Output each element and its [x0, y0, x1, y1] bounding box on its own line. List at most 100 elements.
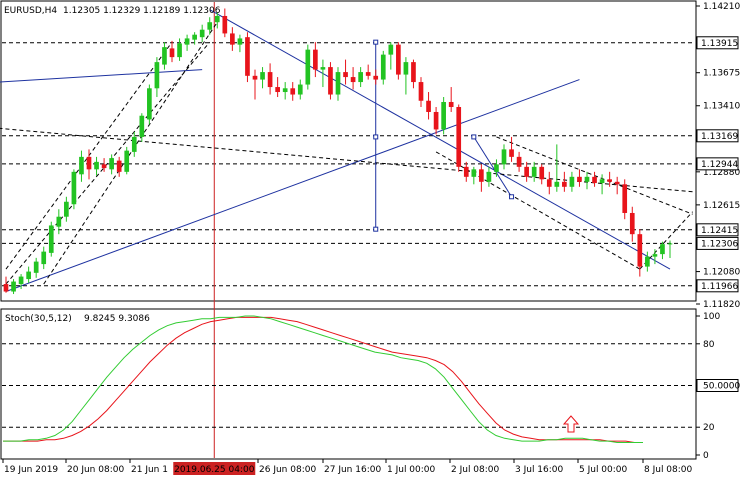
candle-body: [192, 34, 197, 40]
candle-body: [426, 100, 431, 112]
stoch-signal-line: [3, 316, 643, 443]
candle-body: [592, 176, 597, 184]
candle-body: [441, 102, 446, 130]
price-level-label: 1.13169: [701, 132, 738, 142]
stoch-header-values: 9.8245 9.3086: [84, 314, 150, 324]
channel-line: [5, 41, 211, 285]
candle-body: [373, 75, 379, 80]
candle-body: [290, 88, 296, 95]
candle-body: [11, 281, 16, 292]
price-level-label: 1.12306: [701, 239, 738, 249]
candle-body: [667, 243, 673, 245]
candle-body: [350, 77, 356, 83]
measure-handle: [373, 226, 379, 232]
candle-body: [169, 48, 175, 58]
candle-body: [109, 158, 114, 170]
channel-line: [639, 211, 694, 270]
cursor-time-label: 2019.06.25 04:00: [174, 465, 255, 475]
candle-body: [86, 156, 92, 170]
candle-body: [147, 88, 152, 120]
candle-body: [403, 62, 409, 75]
candle-body: [41, 251, 47, 265]
trendline: [0, 69, 203, 83]
time-label: 27 Jun 16:00: [324, 465, 381, 475]
candle-body: [380, 54, 386, 80]
candle-body: [154, 62, 160, 89]
candle-body: [252, 75, 258, 80]
cursor-time-box: [173, 462, 256, 475]
candle-body: [622, 184, 628, 213]
ohlc-header: 1.12305 1.12329 1.12189 1.12306: [63, 6, 221, 16]
candle-body: [64, 201, 69, 217]
candle-body: [207, 22, 213, 30]
candle-body: [79, 156, 84, 175]
candle-body: [388, 44, 394, 55]
stoch-tick-label: 50.0000: [703, 382, 740, 392]
time-label: 1 Jul 00:00: [387, 465, 436, 475]
channel-line: [43, 21, 218, 285]
time-label: 5 Jul 00:00: [579, 465, 628, 475]
wave-handle: [509, 194, 515, 200]
candle-body: [607, 179, 612, 182]
time-label: 2 Jul 08:00: [451, 465, 500, 475]
candle-body: [18, 276, 24, 285]
stoch-tick-label: 100: [703, 312, 720, 322]
candle-body: [116, 160, 122, 172]
candle-body: [660, 244, 665, 255]
time-label: 21 Jun 1: [131, 465, 168, 475]
stoch-level-box: [696, 379, 739, 392]
candle-body: [139, 115, 145, 137]
candle-body: [418, 82, 424, 101]
candle-body: [531, 166, 537, 177]
price-level-box: [696, 36, 739, 50]
candle-body: [494, 164, 499, 172]
candle-body: [320, 67, 326, 70]
candle-body: [3, 284, 9, 292]
stoch-tick-label: 20: [703, 423, 715, 433]
candle-body: [328, 67, 333, 95]
candle-body: [131, 136, 137, 152]
candle-body: [245, 37, 250, 76]
candle-body: [297, 84, 303, 95]
candle-body: [433, 111, 439, 130]
candle-body: [71, 171, 77, 205]
candle-body: [637, 234, 643, 267]
candle-body: [101, 164, 107, 169]
candle-body: [365, 72, 371, 76]
candle-body: [562, 181, 567, 187]
candle-body: [124, 150, 130, 172]
candle-body: [94, 161, 99, 170]
stoch-tick-label: 0: [703, 451, 709, 461]
candle-body: [577, 176, 582, 182]
candle-body: [343, 72, 348, 78]
candle-body: [524, 166, 529, 177]
time-label: 20 Jun 08:00: [67, 465, 124, 475]
price-tick-label: 1.12080: [703, 268, 740, 278]
candle-body: [479, 169, 484, 182]
candle-body: [282, 88, 288, 93]
price-level-label: 1.12944: [701, 160, 738, 170]
measure-handle: [373, 134, 379, 140]
candle-body: [335, 72, 341, 95]
candle-body: [184, 38, 190, 45]
candle-body: [396, 44, 401, 75]
price-panel-frame: [0, 0, 697, 302]
stoch-main-line: [3, 315, 643, 443]
candle-body: [313, 49, 318, 70]
candle-body: [48, 225, 54, 253]
measure-handle: [373, 39, 379, 45]
candle-body: [162, 47, 167, 65]
candle-body: [199, 29, 205, 38]
candle-body: [222, 15, 228, 34]
candle-body: [56, 216, 62, 227]
candle-body: [539, 166, 545, 180]
price-tick-label: 1.12615: [703, 201, 740, 211]
price-level-box: [696, 129, 739, 143]
candle-body: [509, 149, 514, 157]
stoch-tick-label: 80: [703, 340, 715, 350]
candle-body: [358, 72, 363, 83]
price-tick-label: 1.13675: [703, 69, 740, 79]
candle-body: [26, 271, 31, 280]
price-level-box: [696, 279, 739, 293]
price-level-box: [696, 236, 739, 250]
